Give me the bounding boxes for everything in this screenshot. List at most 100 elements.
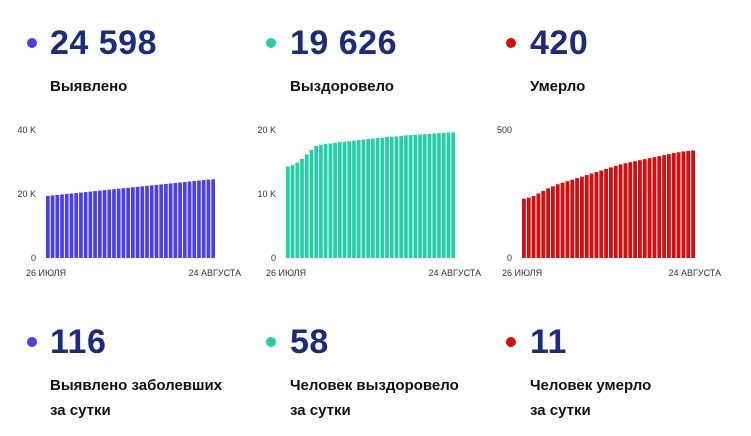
stat-panel-deaths: 420 Умерло 0 500 26 ИЮЛЯ 24 АВГУСТА 11 Чело… [490,0,740,436]
bar [347,141,352,258]
bar [560,182,565,258]
bar [93,191,97,258]
bar [135,186,140,258]
bar [584,175,589,258]
bar [290,165,295,258]
detected-daily-label-line1: Выявлено заболевших [50,377,223,394]
bar [570,179,575,258]
bar [154,184,159,258]
bar [638,160,642,258]
x-start-label: 26 ИЮЛЯ [266,268,306,278]
bar [149,185,154,258]
bar [623,163,628,258]
bar [64,194,69,258]
bar [337,142,342,258]
bar [112,189,116,258]
x-end-label: 24 АВГУСТА [188,268,241,278]
bar [389,136,394,258]
bullet-dot [266,38,276,48]
bar [159,184,164,258]
bar [613,165,618,258]
x-end-label: 24 АВГУСТА [668,268,721,278]
bar [437,133,441,258]
bar [50,195,55,258]
bar [319,144,323,258]
bar [575,178,579,258]
bar [667,154,671,258]
bar [404,135,408,258]
bar [526,197,531,258]
bar [173,182,178,258]
y-tick-label: 0 [507,253,512,263]
bullet-dot [27,38,37,48]
bar [604,168,608,258]
y-tick-label: 0 [271,253,276,263]
bar [314,146,319,258]
bar [97,190,102,258]
bar [206,179,211,258]
bar [555,184,560,258]
x-start-label: 26 ИЮЛЯ [26,268,66,278]
bar [182,182,187,258]
deaths-total: 420 [530,24,589,62]
x-start-label: 26 ИЮЛЯ [502,268,542,278]
bar [83,192,88,258]
bar [686,150,691,258]
bar [309,149,314,258]
bar [102,190,107,258]
bar [164,183,168,258]
bar [197,180,201,258]
bullet-dot [506,38,516,48]
detected-daily: 116 [50,323,107,361]
bar [580,176,584,258]
bar [126,187,130,258]
bar [441,132,446,258]
bar [408,135,413,258]
bar [422,134,427,258]
bar [131,187,135,258]
deaths-daily-label-line2: за сутки [530,402,591,419]
recovered-chart: 0 10 K 20 K 26 ИЮЛЯ 24 АВГУСТА [257,125,481,278]
bar [551,186,555,258]
bar [192,181,197,258]
bar [536,193,541,258]
bullet-dot [266,337,276,347]
bar [187,181,192,258]
bar [522,198,526,258]
bar [589,173,594,258]
bar [328,143,333,258]
y-tick-label: 0 [31,253,36,263]
bar [371,138,375,258]
bar [300,158,304,258]
detected-chart: 0 20 K 40 K 26 ИЮЛЯ 24 АВГУСТА [17,125,241,278]
bar [88,191,93,258]
bar [394,136,399,258]
detected-total: 24 598 [50,24,157,62]
bar [121,188,126,258]
bar [531,196,536,258]
bar [60,194,64,258]
bar [74,193,79,258]
bar [79,192,83,258]
bar [211,179,215,258]
deaths-daily-label-line1: Человек умерло [530,377,652,394]
bar [107,189,112,258]
bar [618,164,623,258]
bar [642,159,647,258]
x-end-label: 24 АВГУСТА [428,268,481,278]
bar [413,134,418,258]
bar [647,158,652,258]
bar [366,138,370,258]
bar [333,142,337,258]
deaths-label: Умерло [530,78,586,95]
y-tick-label: 40 K [17,125,36,135]
bar [116,188,121,258]
bar [418,134,422,258]
bar [399,136,404,258]
detected-label: Выявлено [50,78,128,95]
bar [323,144,328,258]
bar [69,193,74,258]
bar [451,132,455,258]
bar [145,185,149,258]
bar [168,183,173,258]
